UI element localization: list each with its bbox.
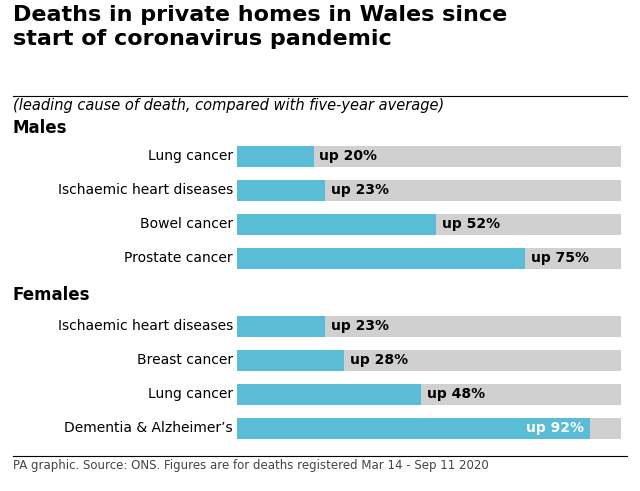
Bar	[237, 383, 421, 405]
Text: up 92%: up 92%	[526, 421, 584, 435]
Text: Deaths in private homes in Wales since
start of coronavirus pandemic: Deaths in private homes in Wales since s…	[13, 5, 507, 49]
Text: Females: Females	[13, 286, 90, 304]
Text: up 75%: up 75%	[531, 251, 589, 265]
Bar	[237, 214, 436, 235]
Text: Dementia & Alzheimer’s: Dementia & Alzheimer’s	[65, 421, 233, 435]
Bar	[237, 247, 525, 269]
Bar	[237, 180, 325, 201]
Bar	[237, 383, 621, 405]
Text: (leading cause of death, compared with five-year average): (leading cause of death, compared with f…	[13, 98, 444, 113]
Text: Bowel cancer: Bowel cancer	[140, 217, 233, 231]
Bar	[237, 350, 344, 371]
Text: Lung cancer: Lung cancer	[148, 149, 233, 163]
Text: PA graphic. Source: ONS. Figures are for deaths registered Mar 14 - Sep 11 2020: PA graphic. Source: ONS. Figures are for…	[13, 459, 488, 472]
Bar	[237, 146, 314, 167]
Text: Breast cancer: Breast cancer	[137, 353, 233, 367]
Bar	[237, 417, 590, 438]
Bar	[237, 316, 325, 337]
Text: Ischaemic heart diseases: Ischaemic heart diseases	[58, 183, 233, 197]
Text: Prostate cancer: Prostate cancer	[124, 251, 233, 265]
Text: up 23%: up 23%	[331, 183, 389, 197]
Text: up 48%: up 48%	[427, 387, 485, 401]
Bar	[237, 350, 621, 371]
Bar	[237, 146, 621, 167]
Text: up 23%: up 23%	[331, 319, 389, 333]
Text: up 28%: up 28%	[350, 353, 408, 367]
Text: Males: Males	[13, 119, 67, 137]
Text: up 20%: up 20%	[319, 149, 378, 163]
Bar	[237, 417, 621, 438]
Bar	[237, 316, 621, 337]
Text: Lung cancer: Lung cancer	[148, 387, 233, 401]
Text: up 52%: up 52%	[442, 217, 500, 231]
Bar	[237, 180, 621, 201]
Bar	[237, 247, 621, 269]
Bar	[237, 214, 621, 235]
Text: Ischaemic heart diseases: Ischaemic heart diseases	[58, 319, 233, 333]
